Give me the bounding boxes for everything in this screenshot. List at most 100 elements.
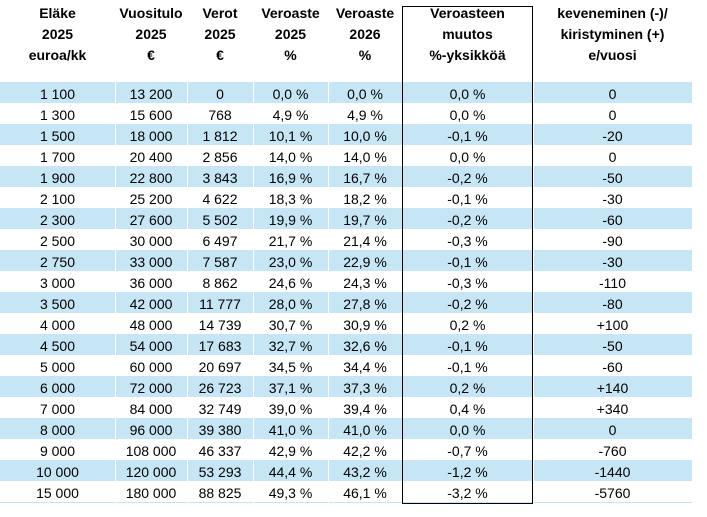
table-cell: 19,7 %	[343, 211, 387, 228]
table-cell: -20	[602, 127, 623, 144]
header-cell: Verot 2025 €	[187, 0, 253, 70]
header-text: €	[216, 47, 224, 63]
column-divider	[115, 70, 116, 504]
table-cell: 108 000	[125, 442, 177, 459]
table-row	[0, 398, 692, 419]
table-row	[0, 335, 692, 356]
table-cell: 26 723	[198, 379, 242, 396]
table-cell: 1 900	[39, 169, 76, 186]
table-cell: 21,7 %	[268, 232, 313, 249]
header-cell: Vuositulo 2025 €	[115, 0, 187, 70]
table-row	[0, 461, 692, 482]
table-cell: -0,2 %	[447, 211, 488, 228]
table-cell: 2 750	[39, 253, 76, 270]
table-cell: 37,3 %	[343, 379, 387, 396]
table-cell: 42 000	[129, 295, 173, 312]
table-cell: 0,0 %	[449, 148, 486, 165]
table-row	[0, 104, 692, 125]
header-text: euroa/kk	[28, 47, 87, 63]
table-cell: 30 000	[129, 232, 173, 249]
table-cell: 8 000	[39, 421, 76, 438]
table-cell: -5760	[594, 484, 631, 501]
header-text: 2025	[274, 26, 307, 42]
table-cell: -1,2 %	[447, 463, 488, 480]
table-cell: 15 000	[36, 484, 79, 501]
table-cell: 0,0 %	[272, 85, 309, 102]
table-cell: 54 000	[129, 337, 173, 354]
table-cell: 20 697	[198, 358, 242, 375]
table-row	[0, 419, 692, 440]
table-cell: 24,6 %	[268, 274, 313, 291]
table-cell: 0	[608, 148, 617, 165]
header-cell: Veroaste 2025%	[253, 0, 328, 70]
table-cell: -50	[602, 337, 623, 354]
table-cell: -1440	[594, 463, 631, 480]
table-cell: 21,4 %	[343, 232, 387, 249]
header-text: €	[147, 47, 155, 63]
table-cell: 2 300	[39, 211, 76, 228]
table-row	[0, 482, 692, 503]
table-cell: -0,1 %	[447, 337, 488, 354]
header-text: Veroaste	[335, 5, 395, 21]
table-cell: 17 683	[198, 337, 242, 354]
table-cell: +340	[596, 400, 629, 417]
table-cell: 0,0 %	[347, 85, 383, 102]
header-cell: keveneminen (-)/ kiristyminen (+) e/vuosi	[533, 0, 692, 70]
table-cell: 0	[608, 106, 617, 123]
table-cell: 41,0 %	[268, 421, 313, 438]
table-row	[0, 83, 692, 104]
table-cell: 4,9 %	[272, 106, 309, 123]
header-text: %	[358, 47, 372, 63]
table-row	[0, 188, 692, 209]
table-cell: -90	[602, 232, 623, 249]
table-cell: 16,7 %	[343, 169, 387, 186]
header-text: %	[284, 47, 297, 63]
column-divider	[402, 70, 403, 504]
table-cell: 4,9 %	[347, 106, 383, 123]
table-cell: 14,0 %	[343, 148, 387, 165]
table: Eläke 2025 euroa/kk Vuositulo 2025 € Verot 2025…	[0, 0, 692, 504]
table-cell: 7 000	[39, 400, 76, 417]
table-cell: 27,8 %	[343, 295, 387, 312]
table-cell: 34,5 %	[268, 358, 313, 375]
table-cell: 25 200	[129, 190, 173, 207]
table-cell: -0,3 %	[447, 274, 488, 291]
table-cell: 22 800	[129, 169, 173, 186]
table-cell: 39 380	[198, 421, 242, 438]
table-cell: 180 000	[125, 484, 177, 501]
table-cell: -30	[602, 253, 623, 270]
table-cell: 4 500	[39, 337, 76, 354]
table-cell: -50	[602, 169, 623, 186]
table-cell: 18 000	[129, 127, 173, 144]
spacer-row	[0, 70, 692, 83]
table-cell: 16,9 %	[268, 169, 313, 186]
table-cell: 1 812	[202, 127, 238, 144]
table-cell: 11 777	[199, 295, 241, 312]
table-cell: 41,0 %	[343, 421, 387, 438]
table-cell: 39,4 %	[343, 400, 387, 417]
header-text: 2026	[349, 26, 381, 42]
table-cell: 1 100	[39, 85, 76, 102]
table-row	[0, 314, 692, 335]
table-cell: 72 000	[129, 379, 173, 396]
table-cell: 1 500	[39, 127, 76, 144]
table-cell: 7 587	[202, 253, 238, 270]
header-text: kiristyminen (+)	[560, 26, 665, 42]
table-cell: 3 500	[39, 295, 76, 312]
table-cell: -0,7 %	[447, 442, 488, 459]
table-row	[0, 125, 692, 146]
table-cell: 6 497	[202, 232, 238, 249]
header-text: Verot	[202, 5, 238, 21]
table-row	[0, 440, 692, 461]
table-cell: -60	[602, 358, 623, 375]
table-cell: 30,7 %	[268, 316, 313, 333]
table-cell: 9 000	[39, 442, 76, 459]
table-cell: 0,2 %	[449, 316, 486, 333]
header-text: Vuositulo	[119, 5, 183, 21]
header-text: e/vuosi	[588, 47, 637, 63]
header-text: muutos	[442, 26, 493, 42]
column-divider	[328, 70, 329, 504]
header-text: Veroasteen	[430, 5, 505, 21]
table-cell: 10,0 %	[343, 127, 387, 144]
table-cell: 46 337	[198, 442, 242, 459]
